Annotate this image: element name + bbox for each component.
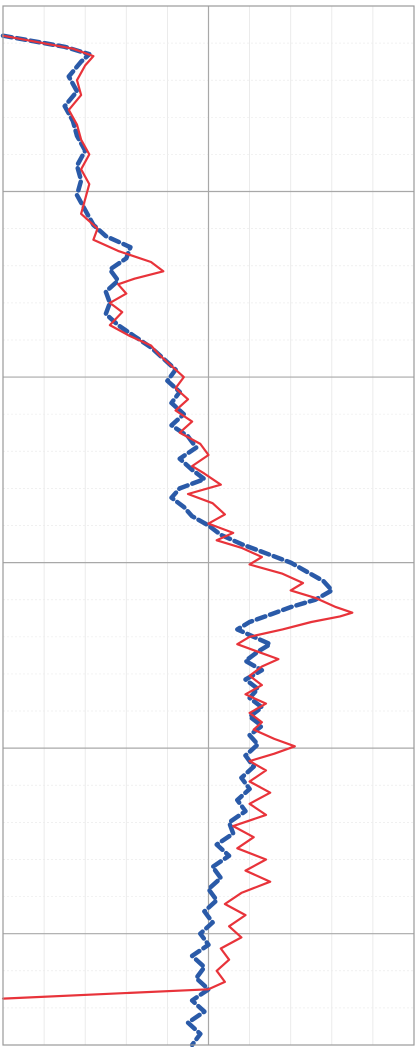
series-line-red-solid [1,34,354,1000]
plot-frame [2,5,415,1046]
major-grid [3,6,414,1045]
series-layer [0,33,354,1047]
series-line-blue-dashed [0,33,335,1047]
